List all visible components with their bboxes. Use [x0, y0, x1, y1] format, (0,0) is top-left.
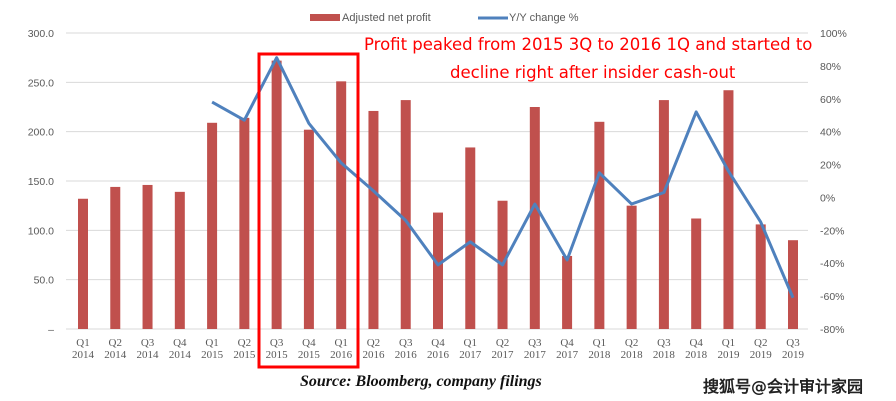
highlight-box: [257, 52, 360, 369]
x-tick-year: 2016: [395, 349, 418, 361]
x-tick-year: 2014: [137, 349, 160, 361]
bar: [336, 81, 347, 329]
right-tick-label: -20%: [820, 225, 845, 237]
yoy-line: [211, 56, 795, 299]
source-note: Source: Bloomberg, company filings: [300, 373, 542, 390]
x-tick-year: 2018: [685, 349, 708, 361]
x-tick-year: 2019: [782, 349, 805, 361]
left-tick-label: 50.0: [34, 275, 55, 287]
x-tick-year: 2017: [459, 349, 482, 361]
legend-line-label: Y/Y change %: [509, 12, 579, 24]
x-tick-year: 2015: [266, 349, 289, 361]
right-tick-label: 0%: [820, 192, 835, 204]
x-tick-quarter: Q4: [173, 337, 187, 349]
x-tick-quarter: Q3: [270, 337, 284, 349]
x-tick-quarter: Q3: [141, 337, 155, 349]
x-tick-year: 2018: [588, 349, 611, 361]
bar: [529, 107, 540, 329]
bar: [658, 100, 669, 330]
left-tick-label: 250.0: [28, 77, 54, 89]
x-tick-year: 2016: [362, 349, 385, 361]
bar: [174, 191, 185, 329]
x-tick-year: 2014: [72, 349, 95, 361]
bar: [110, 186, 121, 329]
x-tick-quarter: Q2: [109, 337, 122, 349]
bar: [78, 198, 88, 329]
x-tick-quarter: Q4: [431, 337, 445, 349]
bar: [626, 205, 637, 329]
x-tick-year: 2019: [717, 349, 740, 361]
x-tick-year: 2016: [427, 349, 450, 361]
x-tick-year: 2019: [750, 349, 773, 361]
x-tick-year: 2018: [653, 349, 676, 361]
x-tick-year: 2017: [524, 349, 547, 361]
bar: [207, 122, 218, 329]
x-tick-quarter: Q4: [302, 337, 316, 349]
bar: [465, 147, 476, 329]
bar: [433, 212, 443, 329]
bar: [142, 184, 153, 329]
left-tick-label: 150.0: [28, 176, 54, 188]
bar: [594, 121, 605, 329]
bar: [755, 224, 766, 329]
bar: [271, 60, 282, 329]
x-tick-quarter: Q2: [496, 337, 509, 349]
x-tick-year: 2016: [330, 349, 353, 361]
left-tick-label: 300.0: [28, 28, 54, 40]
legend-bar-swatch: [310, 14, 340, 21]
bar: [562, 255, 573, 329]
x-tick-quarter: Q2: [238, 337, 251, 349]
x-tick-quarter: Q1: [593, 337, 606, 349]
x-tick-quarter: Q1: [334, 337, 347, 349]
right-tick-label: 40%: [820, 127, 841, 139]
bar: [691, 218, 702, 329]
annotation-line2: decline right after insider cash-out: [450, 63, 736, 82]
x-tick-quarter: Q1: [464, 337, 477, 349]
right-tick-label: 60%: [820, 94, 841, 106]
x-tick-quarter: Q2: [367, 337, 380, 349]
x-tick-quarter: Q1: [205, 337, 218, 349]
x-tick-quarter: Q2: [754, 337, 767, 349]
legend-bar-label: Adjusted net profit: [342, 12, 431, 24]
x-tick-year: 2015: [233, 349, 256, 361]
x-tick-year: 2014: [169, 349, 192, 361]
x-tick-quarter: Q1: [76, 337, 89, 349]
right-tick-label: -80%: [820, 324, 845, 336]
right-tick-label: 100%: [820, 28, 847, 40]
bar: [400, 100, 411, 330]
bar: [303, 129, 314, 329]
x-tick-quarter: Q3: [786, 337, 800, 349]
watermark: 搜狐号@会计审计家园: [703, 377, 864, 396]
bar: [788, 240, 798, 329]
x-tick-quarter: Q3: [657, 337, 671, 349]
x-tick-year: 2014: [104, 349, 127, 361]
bar: [239, 117, 250, 329]
x-tick-quarter: Q3: [399, 337, 413, 349]
x-tick-quarter: Q2: [625, 337, 638, 349]
left-tick-label: 100.0: [28, 225, 54, 237]
bar: [368, 110, 379, 330]
right-tick-label: 20%: [820, 160, 841, 172]
x-tick-quarter: Q4: [560, 337, 574, 349]
bar: [723, 90, 734, 329]
left-tick-label: 200.0: [28, 127, 54, 139]
x-tick-quarter: Q1: [722, 337, 735, 349]
left-tick-label: –: [48, 324, 54, 336]
right-tick-label: -40%: [820, 258, 845, 270]
x-tick-quarter: Q3: [528, 337, 542, 349]
x-tick-quarter: Q4: [689, 337, 703, 349]
x-tick-year: 2017: [556, 349, 579, 361]
x-tick-year: 2018: [621, 349, 644, 361]
right-tick-label: 80%: [820, 61, 841, 73]
x-tick-year: 2015: [298, 349, 321, 361]
x-tick-year: 2015: [201, 349, 224, 361]
x-tick-year: 2017: [492, 349, 515, 361]
right-tick-label: -60%: [820, 291, 845, 303]
annotation-line1: Profit peaked from 2015 3Q to 2016 1Q an…: [364, 35, 813, 54]
